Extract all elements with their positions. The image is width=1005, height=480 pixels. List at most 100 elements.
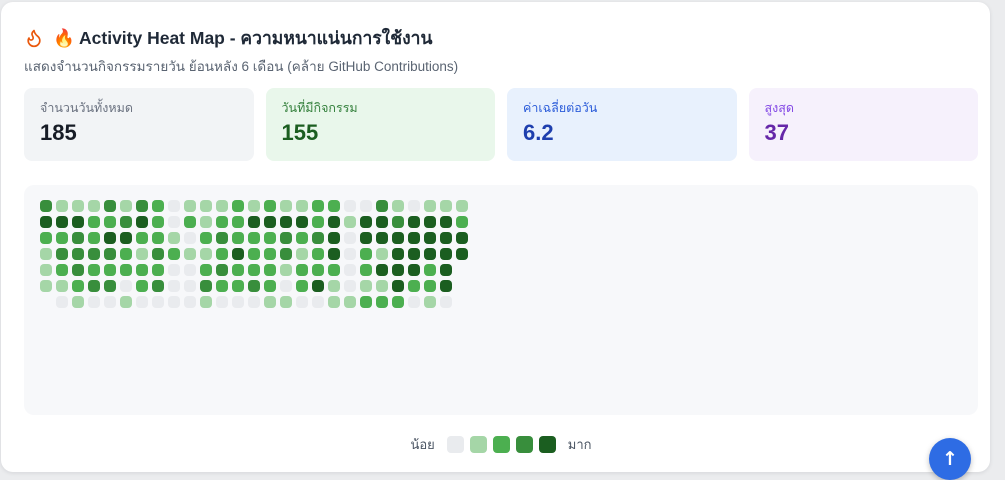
heatmap-cell[interactable] bbox=[344, 280, 356, 292]
heatmap-cell[interactable] bbox=[408, 280, 420, 292]
heatmap-cell[interactable] bbox=[280, 200, 292, 212]
heatmap-cell[interactable] bbox=[376, 264, 388, 276]
heatmap-cell[interactable] bbox=[456, 248, 468, 260]
heatmap-cell[interactable] bbox=[200, 280, 212, 292]
heatmap-cell[interactable] bbox=[72, 216, 84, 228]
heatmap-cell[interactable] bbox=[344, 200, 356, 212]
heatmap-cell[interactable] bbox=[232, 248, 244, 260]
heatmap-cell[interactable] bbox=[232, 280, 244, 292]
heatmap-cell[interactable] bbox=[104, 216, 116, 228]
scroll-to-top-button[interactable]: ↑ bbox=[929, 438, 971, 480]
heatmap-cell[interactable] bbox=[40, 232, 52, 244]
heatmap-cell[interactable] bbox=[440, 280, 452, 292]
heatmap-cell[interactable] bbox=[152, 248, 164, 260]
heatmap-cell[interactable] bbox=[168, 200, 180, 212]
heatmap-cell[interactable] bbox=[184, 296, 196, 308]
heatmap-cell[interactable] bbox=[56, 216, 68, 228]
heatmap-cell[interactable] bbox=[296, 248, 308, 260]
heatmap-cell[interactable] bbox=[88, 216, 100, 228]
heatmap-cell[interactable] bbox=[456, 232, 468, 244]
heatmap-cell[interactable] bbox=[248, 232, 260, 244]
heatmap-cell[interactable] bbox=[152, 280, 164, 292]
heatmap-cell[interactable] bbox=[344, 216, 356, 228]
heatmap-cell[interactable] bbox=[168, 296, 180, 308]
heatmap-cell[interactable] bbox=[440, 296, 452, 308]
heatmap-cell[interactable] bbox=[360, 200, 372, 212]
heatmap-cell[interactable] bbox=[392, 216, 404, 228]
heatmap-cell[interactable] bbox=[72, 264, 84, 276]
heatmap-cell[interactable] bbox=[168, 248, 180, 260]
heatmap-cell[interactable] bbox=[184, 216, 196, 228]
heatmap-cell[interactable] bbox=[360, 296, 372, 308]
heatmap-cell[interactable] bbox=[280, 248, 292, 260]
heatmap-cell[interactable] bbox=[120, 216, 132, 228]
heatmap-cell[interactable] bbox=[344, 248, 356, 260]
heatmap-cell[interactable] bbox=[152, 200, 164, 212]
heatmap-cell[interactable] bbox=[72, 296, 84, 308]
heatmap-cell[interactable] bbox=[440, 248, 452, 260]
heatmap-cell[interactable] bbox=[56, 264, 68, 276]
heatmap-cell[interactable] bbox=[152, 232, 164, 244]
heatmap-cell[interactable] bbox=[248, 248, 260, 260]
heatmap-cell[interactable] bbox=[232, 232, 244, 244]
heatmap-cell[interactable] bbox=[392, 200, 404, 212]
heatmap-cell[interactable] bbox=[280, 264, 292, 276]
heatmap-cell[interactable] bbox=[440, 200, 452, 212]
heatmap-cell[interactable] bbox=[376, 232, 388, 244]
heatmap-cell[interactable] bbox=[328, 248, 340, 260]
heatmap-cell[interactable] bbox=[200, 216, 212, 228]
heatmap-cell[interactable] bbox=[248, 280, 260, 292]
heatmap-cell[interactable] bbox=[264, 232, 276, 244]
heatmap-cell[interactable] bbox=[328, 200, 340, 212]
heatmap-cell[interactable] bbox=[136, 248, 148, 260]
heatmap-cell[interactable] bbox=[392, 232, 404, 244]
heatmap-cell[interactable] bbox=[152, 264, 164, 276]
heatmap-cell[interactable] bbox=[216, 264, 228, 276]
heatmap-cell[interactable] bbox=[312, 216, 324, 228]
heatmap-cell[interactable] bbox=[264, 216, 276, 228]
heatmap-cell[interactable] bbox=[360, 280, 372, 292]
heatmap-cell[interactable] bbox=[328, 280, 340, 292]
heatmap-cell[interactable] bbox=[392, 296, 404, 308]
heatmap-cell[interactable] bbox=[184, 248, 196, 260]
heatmap-cell[interactable] bbox=[152, 216, 164, 228]
heatmap-cell[interactable] bbox=[264, 264, 276, 276]
heatmap-cell[interactable] bbox=[280, 216, 292, 228]
heatmap-cell[interactable] bbox=[360, 264, 372, 276]
heatmap-cell[interactable] bbox=[408, 216, 420, 228]
heatmap-cell[interactable] bbox=[56, 296, 68, 308]
heatmap-cell[interactable] bbox=[280, 280, 292, 292]
heatmap-cell[interactable] bbox=[360, 232, 372, 244]
heatmap-cell[interactable] bbox=[120, 200, 132, 212]
heatmap-cell[interactable] bbox=[136, 280, 148, 292]
heatmap-cell[interactable] bbox=[88, 296, 100, 308]
heatmap-cell[interactable] bbox=[296, 264, 308, 276]
heatmap-cell[interactable] bbox=[56, 280, 68, 292]
heatmap-cell[interactable] bbox=[120, 264, 132, 276]
heatmap-cell[interactable] bbox=[392, 248, 404, 260]
heatmap-cell[interactable] bbox=[264, 280, 276, 292]
heatmap-cell[interactable] bbox=[184, 264, 196, 276]
heatmap-cell[interactable] bbox=[312, 296, 324, 308]
heatmap-cell[interactable] bbox=[312, 200, 324, 212]
heatmap-cell[interactable] bbox=[328, 216, 340, 228]
heatmap-cell[interactable] bbox=[168, 280, 180, 292]
heatmap-cell[interactable] bbox=[248, 296, 260, 308]
heatmap-cell[interactable] bbox=[440, 264, 452, 276]
heatmap-cell[interactable] bbox=[72, 280, 84, 292]
heatmap-cell[interactable] bbox=[248, 200, 260, 212]
heatmap-cell[interactable] bbox=[408, 248, 420, 260]
heatmap-cell[interactable] bbox=[408, 200, 420, 212]
heatmap-cell[interactable] bbox=[376, 280, 388, 292]
heatmap-cell[interactable] bbox=[296, 232, 308, 244]
heatmap-cell[interactable] bbox=[296, 296, 308, 308]
heatmap-cell[interactable] bbox=[40, 280, 52, 292]
heatmap-cell[interactable] bbox=[72, 232, 84, 244]
heatmap-cell[interactable] bbox=[168, 232, 180, 244]
heatmap-cell[interactable] bbox=[88, 280, 100, 292]
heatmap-cell[interactable] bbox=[376, 248, 388, 260]
heatmap-cell[interactable] bbox=[328, 232, 340, 244]
heatmap-cell[interactable] bbox=[72, 248, 84, 260]
heatmap-cell[interactable] bbox=[264, 248, 276, 260]
heatmap-cell[interactable] bbox=[184, 280, 196, 292]
